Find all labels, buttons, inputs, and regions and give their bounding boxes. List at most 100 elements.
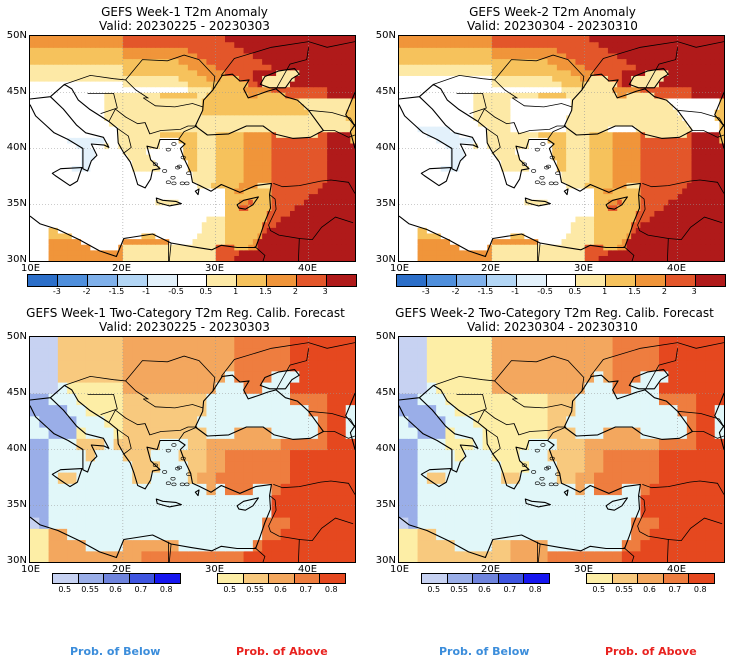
grid-cell [598, 232, 604, 240]
grid-cell [266, 148, 273, 155]
grid-cell [76, 126, 82, 133]
grid-cell [76, 187, 82, 195]
grid-cell [580, 154, 586, 161]
grid-cell [266, 69, 273, 76]
grid-cell [719, 244, 724, 251]
grid-cell [211, 182, 217, 189]
grid-cell [57, 114, 64, 121]
grid-cell [243, 216, 249, 223]
grid-cell [234, 193, 240, 200]
grid-cell [501, 193, 507, 200]
grid-cell [580, 193, 586, 200]
grid-cell [71, 221, 78, 228]
grid-cell [594, 210, 600, 217]
grid-cell [603, 193, 609, 200]
grid-cell [594, 142, 600, 150]
grid-cell [234, 36, 240, 43]
grid-cell [178, 109, 184, 116]
grid-cell [294, 154, 300, 161]
grid-cell [192, 159, 198, 166]
grid-cell [164, 75, 170, 82]
grid-cell [48, 216, 54, 223]
grid-cell [81, 221, 87, 228]
grid-cell [178, 114, 184, 121]
grid-cell [445, 216, 451, 223]
grid-cell [464, 114, 470, 121]
grid-cell [290, 142, 296, 150]
grid-cell [285, 47, 291, 54]
grid-cell [43, 171, 50, 178]
grid-cell [426, 109, 433, 116]
grid-cell [173, 176, 180, 183]
grid-cell [271, 97, 277, 105]
grid-cell [108, 92, 115, 99]
grid-cell [252, 238, 259, 245]
grid-cell [556, 249, 563, 256]
grid-cell [53, 52, 59, 60]
grid-cell [468, 176, 474, 183]
grid-cell [682, 176, 688, 183]
grid-cell [34, 216, 40, 223]
grid-cell [192, 75, 198, 82]
grid-cell [76, 154, 82, 161]
grid-cell [150, 75, 156, 82]
grid-cell [197, 227, 203, 234]
grid-cell [691, 120, 697, 127]
grid-cell [468, 86, 474, 93]
grid-cell [417, 131, 423, 138]
grid-cell [81, 176, 87, 183]
grid-cell [280, 47, 286, 54]
grid-cell [183, 131, 189, 138]
grid-cell [350, 69, 355, 76]
grid-cell [719, 216, 724, 223]
grid-cell [317, 120, 324, 127]
grid-cell [331, 154, 338, 161]
grid-cell [299, 210, 305, 217]
grid-cell [464, 249, 470, 256]
grid-cell [473, 171, 479, 178]
grid-cell [252, 204, 259, 211]
grid-cell [510, 216, 516, 223]
grid-cell [99, 52, 105, 60]
grid-cell [169, 126, 175, 133]
grid-cell [85, 131, 91, 138]
grid-cell [422, 137, 428, 144]
grid-cell [81, 255, 87, 261]
grid-cell [173, 182, 180, 189]
grid-cell [603, 120, 609, 127]
grid-cell [39, 148, 45, 155]
grid-cell [62, 103, 68, 110]
grid-cell [417, 154, 423, 161]
grid-cell [150, 193, 156, 200]
grid-cell [473, 131, 479, 138]
grid-cell [668, 103, 674, 110]
grid-cell [197, 131, 203, 138]
grid-cell [350, 148, 355, 155]
grid-cell [317, 142, 324, 150]
grid-cell [164, 204, 170, 211]
grid-cell [552, 210, 558, 217]
grid-cell [280, 126, 286, 133]
grid-cell [113, 238, 119, 245]
grid-cell [150, 92, 156, 99]
grid-cell [201, 75, 208, 82]
grid-cell [160, 204, 166, 211]
grid-cell [95, 58, 101, 65]
grid-cell [654, 154, 660, 161]
grid-cell [313, 176, 319, 183]
grid-cell [336, 154, 342, 161]
grid-cell [621, 176, 628, 183]
grid-cell [524, 120, 530, 127]
grid-cell [71, 92, 78, 99]
grid-cell [654, 148, 660, 155]
grid-cell [104, 58, 110, 65]
grid-cell [303, 182, 310, 189]
grid-cell [238, 176, 245, 183]
grid-cell [327, 159, 333, 166]
grid-cell [538, 182, 544, 189]
grid-cell [127, 154, 133, 161]
grid-cell [331, 249, 338, 256]
grid-cell [538, 92, 544, 99]
grid-cell [99, 97, 105, 105]
grid-cell [645, 193, 651, 200]
